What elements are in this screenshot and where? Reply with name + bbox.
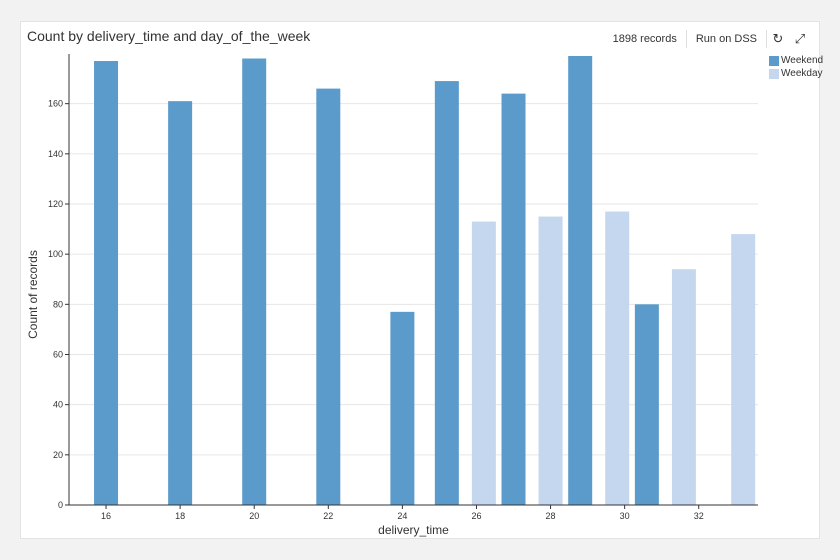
x-tick-label: 30 — [620, 511, 630, 521]
bar-weekend-24 — [390, 311, 415, 505]
y-tick-label: 140 — [48, 149, 63, 159]
bar-weekday-31.6 — [671, 269, 696, 505]
y-axis-title: Count of records — [26, 250, 40, 339]
run-on-dss-button[interactable]: Run on DSS — [695, 33, 757, 45]
x-tick-label: 32 — [694, 511, 704, 521]
chart-toolbar: 1898 records Run on DSS ↻ ⤢ — [604, 28, 811, 50]
y-tick-label: 20 — [53, 450, 63, 460]
chart-title: Count by delivery_time and day_of_the_we… — [27, 28, 311, 44]
bar-weekend-20 — [242, 58, 267, 505]
x-tick-label: 18 — [175, 511, 185, 521]
y-tick-label: 80 — [53, 299, 63, 309]
record-count: 1898 records — [612, 33, 677, 45]
bar-weekend-25.2 — [434, 81, 459, 505]
y-tick-label: 100 — [48, 249, 63, 259]
bar-weekday-28 — [538, 216, 563, 505]
bars — [94, 56, 756, 506]
legend-label-weekday: Weekday — [781, 68, 823, 79]
bar-weekend-28.8 — [568, 56, 593, 505]
legend-swatch-weekday — [769, 68, 779, 79]
legend-item-weekend[interactable]: Weekend — [769, 54, 823, 67]
bar-weekend-18 — [168, 101, 193, 505]
bar-weekend-27 — [501, 93, 526, 505]
legend-label-weekend: Weekend — [781, 55, 824, 66]
x-tick-label: 22 — [323, 511, 333, 521]
chart-card: Count by delivery_time and day_of_the_we… — [20, 21, 823, 539]
x-tick-label: 24 — [397, 511, 407, 521]
bar-weekday-29.8 — [605, 211, 630, 506]
x-axis-title: delivery_time — [378, 523, 449, 537]
refresh-icon[interactable]: ↻ — [772, 31, 784, 47]
bar-weekend-30.6 — [634, 304, 659, 505]
bar-weekday-26.2 — [471, 221, 496, 505]
bar-weekend-22 — [316, 88, 341, 505]
legend-item-weekday[interactable]: Weekday — [769, 67, 823, 80]
y-tick-label: 120 — [48, 199, 63, 209]
x-tick-label: 20 — [249, 511, 259, 521]
y-tick-label: 40 — [53, 400, 63, 410]
y-tick-label: 160 — [48, 99, 63, 109]
expand-icon[interactable]: ⤢ — [794, 31, 806, 47]
x-tick-label: 16 — [101, 511, 111, 521]
y-tick-label: 0 — [58, 500, 63, 510]
bar-chart: 0 20 40 60 80 100 120 140 160 16 18 20 22 24 26 28 30 32 d… — [26, 54, 758, 537]
y-tick-label: 60 — [53, 349, 63, 359]
toolbar-divider — [685, 30, 687, 48]
toolbar-divider — [766, 30, 767, 48]
axes: 0 20 40 60 80 100 120 140 160 16 18 20 22 24 26 28 30 32 d… — [26, 54, 758, 537]
bar-weekday-33.2 — [731, 234, 756, 505]
x-tick-label: 26 — [471, 511, 481, 521]
bar-weekend-16 — [94, 61, 119, 506]
x-tick-label: 28 — [546, 511, 556, 521]
legend-swatch-weekend — [769, 55, 779, 66]
chart-legend: Weekend Weekday — [769, 54, 823, 80]
